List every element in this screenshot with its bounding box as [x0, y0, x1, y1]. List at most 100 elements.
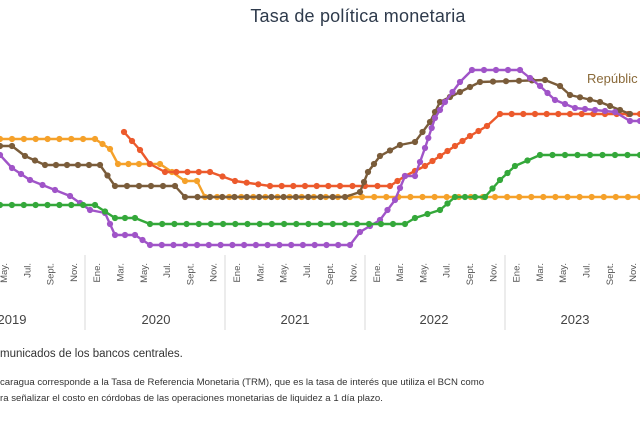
data-point [504, 169, 511, 177]
data-point [426, 118, 434, 126]
data-point [159, 220, 166, 228]
data-point [520, 110, 527, 118]
data-point [121, 231, 129, 239]
data-point [571, 104, 579, 112]
data-point [383, 193, 390, 201]
data-point [336, 182, 344, 190]
data-point [386, 182, 394, 190]
x-tick-label: Nov. [209, 263, 220, 282]
data-point [128, 137, 136, 145]
data-point [195, 220, 202, 228]
data-point [578, 110, 585, 118]
x-tick-label: May. [139, 263, 150, 283]
data-point [106, 220, 114, 228]
data-point [436, 106, 444, 114]
data-point [131, 214, 139, 222]
x-tick-label: Ene. [92, 263, 103, 283]
data-point [205, 241, 212, 249]
data-point [624, 151, 631, 159]
data-point [86, 206, 94, 214]
data-point [394, 177, 401, 185]
data-point [207, 220, 214, 228]
data-point [436, 152, 444, 160]
data-point [135, 160, 143, 168]
data-point [123, 182, 131, 190]
x-tick-label: Ene. [372, 263, 383, 283]
data-point [386, 147, 394, 154]
data-point [536, 82, 544, 90]
data-point [63, 161, 71, 169]
x-tick-label: Nov. [628, 263, 639, 282]
data-point [376, 152, 384, 160]
data-point [68, 201, 75, 209]
data-point [292, 193, 299, 201]
data-point [156, 160, 164, 168]
data-point [424, 210, 431, 218]
data-point [636, 193, 640, 201]
data-point [255, 181, 262, 188]
data-point [173, 168, 180, 176]
data-point [588, 193, 595, 201]
data-point [220, 220, 227, 228]
data-point [26, 176, 34, 184]
x-tick-label: Nov. [349, 263, 360, 282]
series-line-orange [0, 137, 640, 199]
data-point [68, 135, 75, 143]
data-point [32, 135, 39, 143]
data-point [8, 164, 16, 172]
data-point [636, 151, 640, 159]
data-point [244, 220, 251, 228]
x-tick-label: Sept. [46, 263, 57, 285]
data-point [139, 236, 146, 244]
data-point [396, 141, 404, 149]
data-point [0, 151, 4, 159]
series-line-purple [0, 68, 640, 247]
data-point [280, 193, 287, 201]
data-point [516, 66, 524, 74]
data-point [266, 182, 274, 190]
data-point [184, 168, 191, 176]
data-point [504, 193, 511, 201]
x-tick-labels: May. Jul. Sept. Nov. Ene. Mar. May. Jul. Sept. No… [0, 263, 639, 285]
data-point [524, 157, 531, 164]
data-point [56, 135, 63, 143]
data-point [456, 78, 464, 86]
data-point [636, 117, 640, 125]
data-point [91, 135, 99, 143]
x-tick-label: Nov. [488, 263, 499, 282]
data-point [496, 176, 504, 184]
series-green [0, 151, 640, 228]
data-point [451, 142, 459, 150]
data-point [120, 128, 128, 136]
data-point [574, 151, 581, 159]
data-point [125, 160, 132, 168]
data-point [586, 96, 594, 103]
data-point [146, 241, 154, 249]
source-note: municados de los bancos centrales. [0, 348, 183, 360]
data-point [74, 161, 82, 169]
data-point [290, 182, 297, 190]
footnote-line-1: caragua corresponde a la Tasa de Referen… [0, 377, 485, 388]
data-point [194, 193, 201, 201]
year-dividers [84, 255, 506, 330]
data-point [219, 193, 226, 201]
data-point [182, 241, 189, 249]
data-point [206, 168, 214, 176]
data-point [600, 193, 607, 201]
data-point [364, 168, 372, 176]
data-point [468, 66, 476, 74]
data-point [419, 128, 426, 136]
data-point [313, 182, 320, 190]
x-tick-label: Sept. [185, 263, 196, 285]
data-point [288, 241, 295, 249]
data-point [581, 105, 589, 113]
data-point [551, 96, 559, 104]
data-point [44, 201, 51, 209]
data-point [526, 74, 534, 82]
data-point [256, 193, 263, 201]
data-point [243, 193, 250, 201]
data-point [443, 193, 450, 201]
data-point [229, 241, 236, 249]
data-point [171, 182, 179, 190]
series-brown [0, 76, 634, 201]
